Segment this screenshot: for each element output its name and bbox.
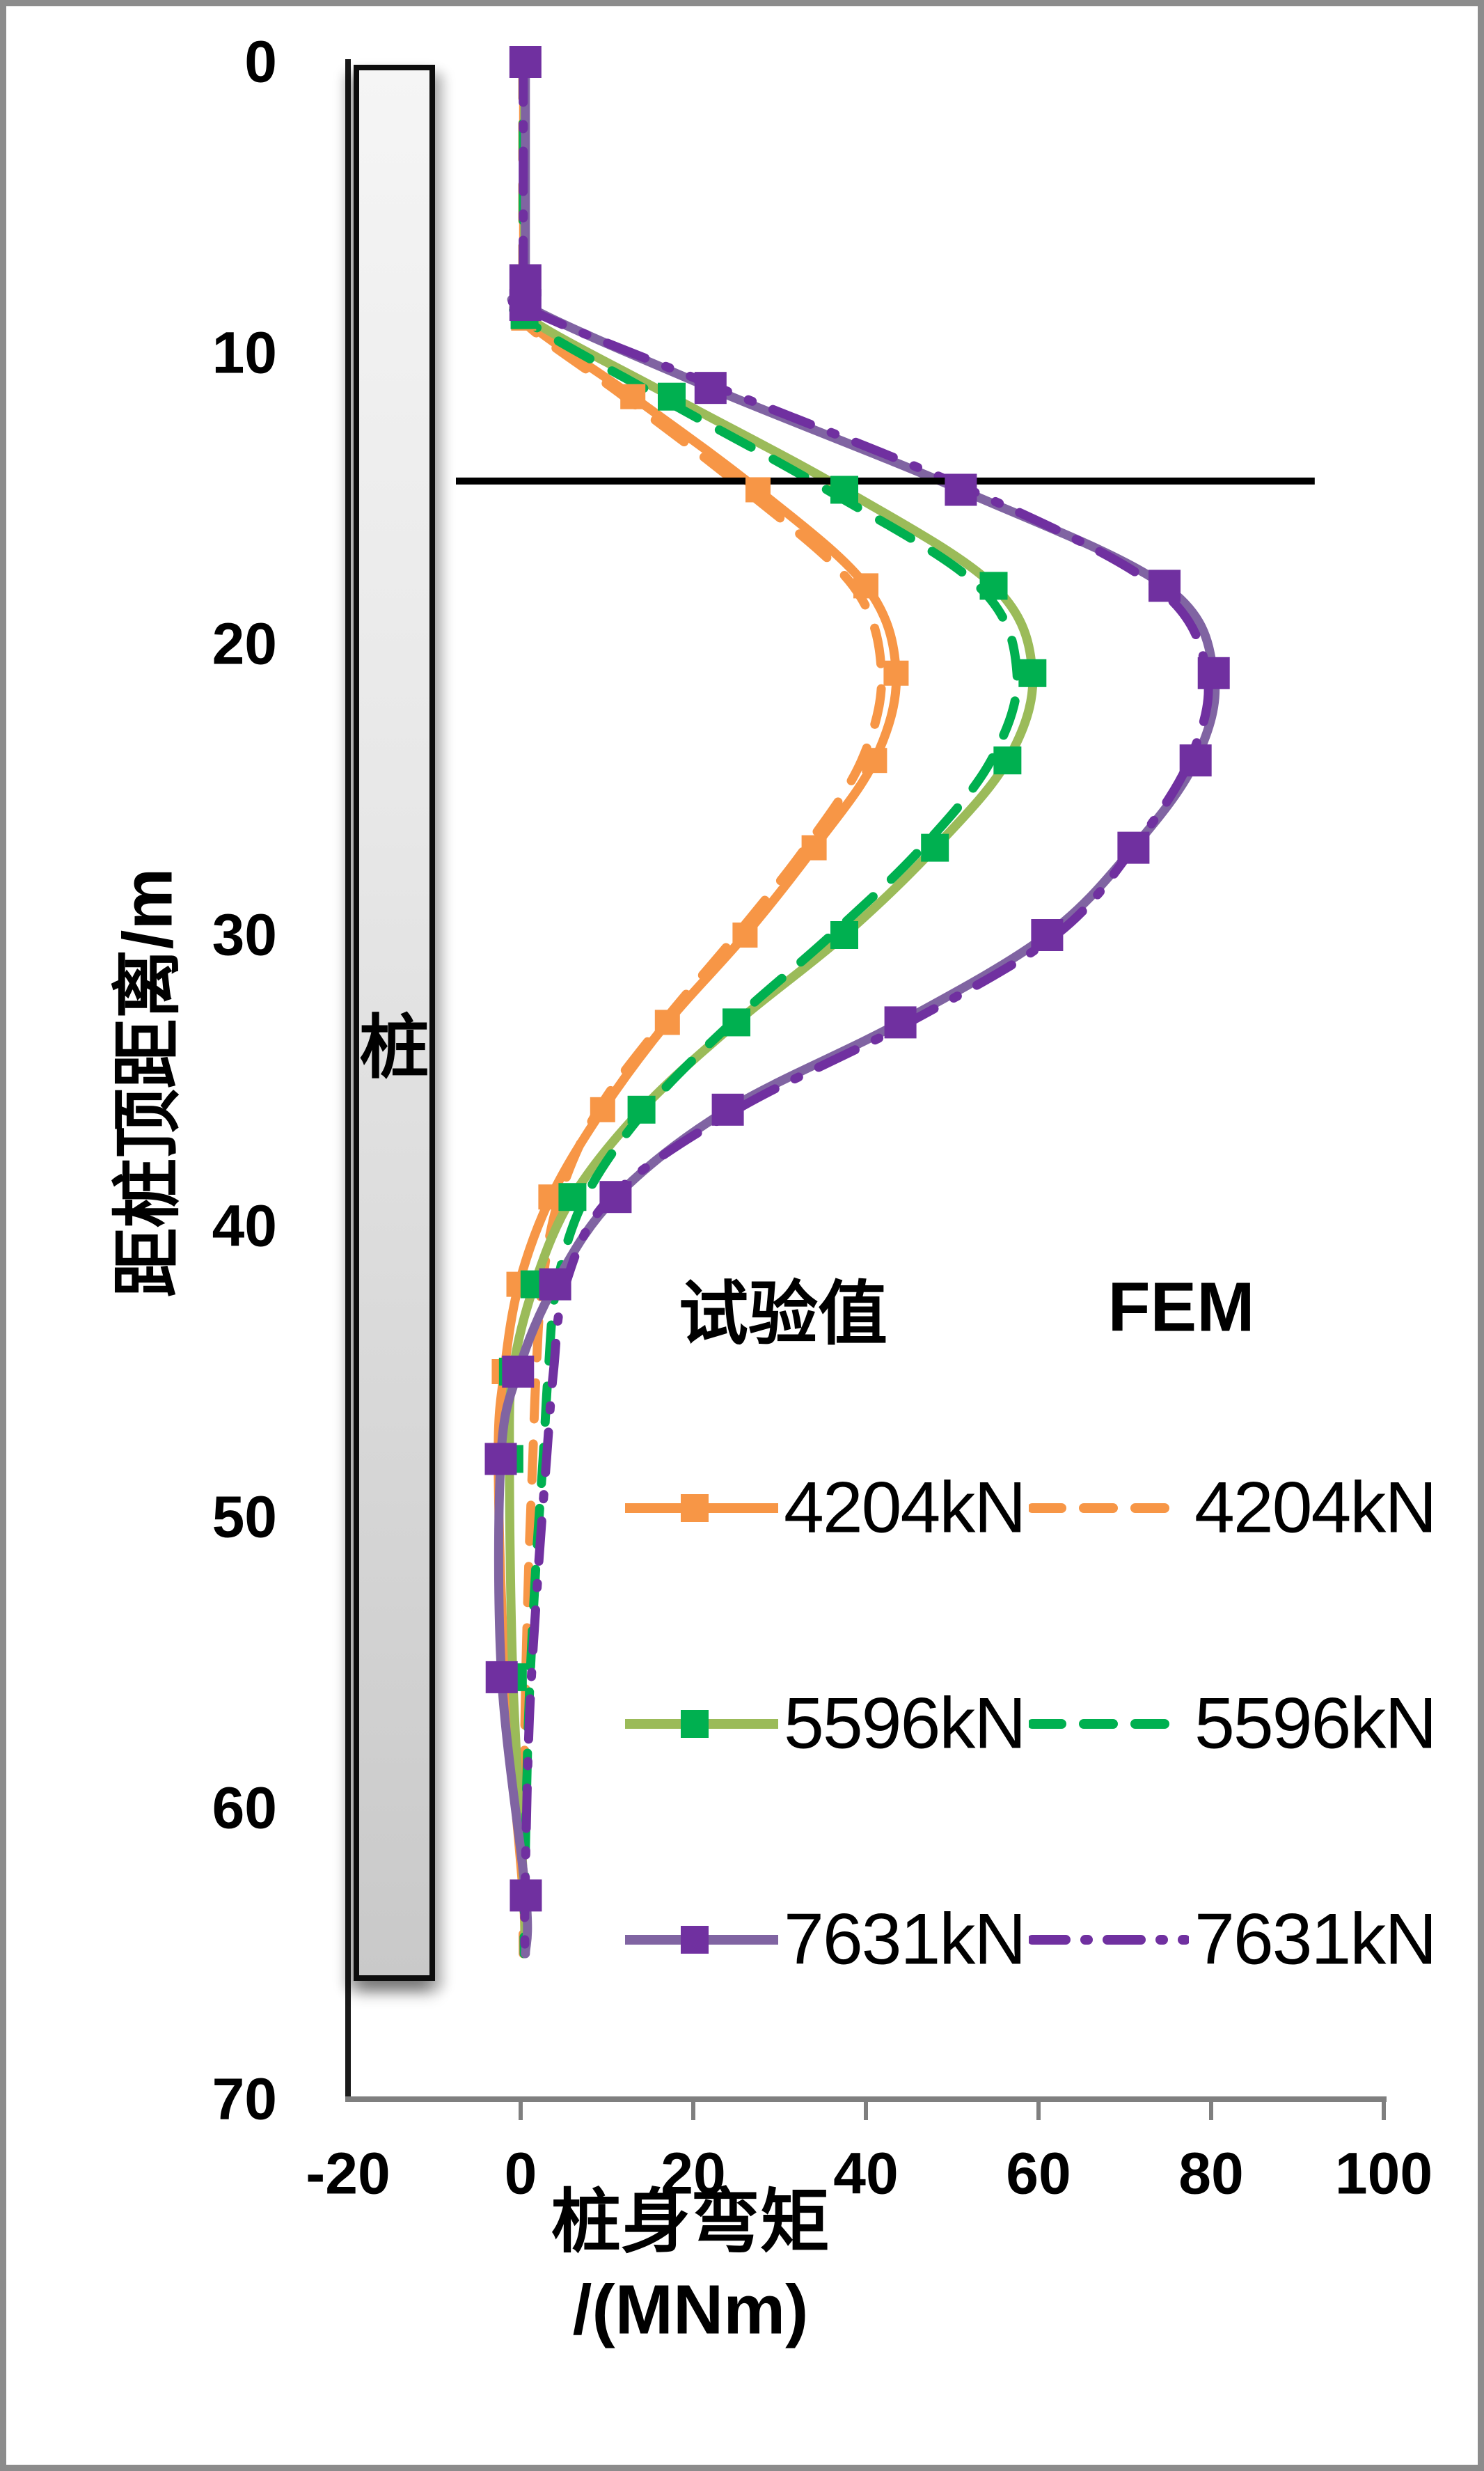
marker-test-5596 [1018,659,1047,687]
marker-test-4204 [745,477,771,503]
curve-fem-4204 [511,57,887,1959]
marker-test-7631 [509,46,542,78]
marker-test-7631 [1179,744,1212,777]
x-axis-tick [691,2099,695,2120]
marker-test-4204 [620,384,646,409]
x-tick-label-0: 0 [504,2140,537,2206]
marker-test-7631 [1148,570,1181,602]
marker-test-7631 [484,1443,517,1475]
y-tick-label-60: 60 [212,1775,277,1841]
x-axis-tick [864,2099,868,2120]
marker-test-7631 [1117,831,1150,864]
legend-row-7631kN: 7631kN 7631kN [622,1898,1457,1982]
y-tick-label-40: 40 [212,1193,277,1259]
marker-test-7631 [510,1879,542,1912]
marker-test-5596 [921,833,949,862]
marker-test-5596 [993,746,1022,775]
marker-test-7631 [711,1093,744,1126]
y-tick-label-30: 30 [212,902,277,968]
marker-test-5596 [658,382,686,411]
x-tick-label--20: -20 [306,2140,390,2206]
curve-test-5596 [505,57,1038,1959]
y-tick-label-50: 50 [212,1484,277,1550]
y-tick-label-10: 10 [212,320,277,386]
marker-test-4204 [862,748,887,774]
legend-header-fem: FEM [1107,1268,1255,1347]
y-axis-line [345,59,351,2099]
marker-test-5596 [627,1095,656,1124]
x-tick-label-40: 40 [833,2140,899,2206]
x-axis-tick [1382,2099,1386,2120]
y-axis-title: 距桩顶距离/m [109,868,187,1298]
y-tick-label-0: 0 [244,29,277,95]
legend-row-4204kN: 4204kN 4204kN [622,1466,1457,1550]
legend-fem-sample [1029,1719,1189,1729]
pile-label: 桩 [359,1009,429,1087]
marker-test-4204 [883,660,909,686]
marker-test-4204 [732,923,758,948]
x-tick-label-100: 100 [1334,2140,1433,2206]
marker-test-5596 [723,1008,750,1037]
marker-test-4204 [853,573,878,599]
legend-fem-sample [1029,1935,1189,1945]
x-axis-title-line2: /(MNm) [572,2270,809,2349]
legend-test-label: 4204kN [784,1467,1026,1548]
curve-fem-7631 [504,57,1213,1959]
marker-test-5596 [979,572,1008,600]
marker-test-7631 [694,372,727,405]
marker-test-5596 [830,921,858,949]
marker-test-4204 [801,835,827,861]
x-tick-label-60: 60 [1006,2140,1071,2206]
marker-test-7631 [945,473,977,506]
marker-test-7631 [599,1181,632,1214]
marker-test-4204 [654,1010,680,1035]
x-axis-tick [519,2099,523,2120]
x-tick-label-20: 20 [661,2140,726,2206]
marker-test-7631 [884,1006,917,1039]
legend-solid-sample [625,1494,778,1522]
legend-solid-sample [625,1926,778,1954]
marker-test-4204 [590,1097,615,1122]
pile-bar: 桩 [354,65,435,1981]
marker-test-5596 [558,1183,587,1211]
x-axis-title-line1: 桩身弯矩 [551,2183,830,2261]
legend-test-label: 7631kN [784,1899,1026,1980]
x-tick-label-80: 80 [1178,2140,1244,2206]
legend-header-test: 试验值 [679,1275,887,1354]
legend-solid-sample [625,1710,778,1738]
legend-fem-label: 5596kN [1194,1683,1437,1764]
marker-test-5596 [830,476,858,504]
marker-test-7631 [539,1268,571,1301]
legend-fem-sample [1029,1503,1189,1513]
legend-row-5596kN: 5596kN 5596kN [622,1682,1457,1766]
curve-fem-5596 [509,57,1022,1959]
marker-test-7631 [1031,919,1064,951]
legend-fem-label: 7631kN [1194,1899,1437,1980]
marker-test-7631 [502,1356,535,1388]
y-tick-label-70: 70 [212,2066,277,2132]
x-axis-tick [1036,2099,1041,2120]
legend-fem-label: 4204kN [1194,1467,1437,1548]
marker-test-7631 [485,1661,518,1693]
marker-test-7631 [1197,657,1230,689]
y-tick-label-20: 20 [212,611,277,677]
x-axis-tick [1209,2099,1213,2120]
marker-test-7631 [509,289,542,322]
legend-test-label: 5596kN [784,1683,1026,1764]
